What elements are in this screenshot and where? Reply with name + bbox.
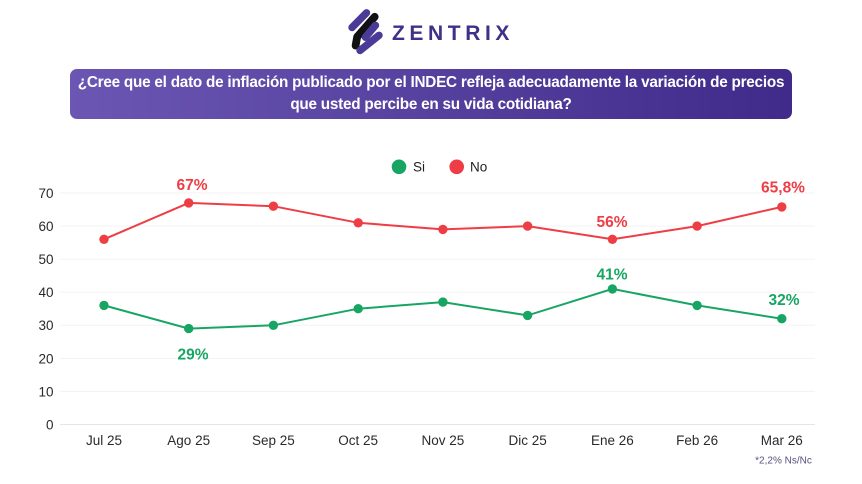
svg-text:32%: 32% (768, 292, 799, 309)
svg-text:50: 50 (38, 252, 53, 267)
svg-text:Ago 25: Ago 25 (167, 433, 210, 448)
svg-text:0: 0 (46, 417, 54, 432)
svg-text:Jul 25: Jul 25 (86, 433, 122, 448)
svg-text:Si: Si (413, 159, 425, 174)
svg-text:40: 40 (38, 285, 53, 300)
svg-text:30: 30 (38, 318, 53, 333)
svg-text:56%: 56% (596, 214, 627, 231)
svg-text:65,8%: 65,8% (761, 179, 805, 196)
svg-text:60: 60 (38, 219, 53, 234)
svg-text:20: 20 (38, 351, 53, 366)
svg-text:Nov 25: Nov 25 (422, 433, 465, 448)
svg-text:Oct 25: Oct 25 (338, 433, 378, 448)
svg-text:No: No (470, 159, 487, 174)
svg-text:Sep 25: Sep 25 (252, 433, 295, 448)
svg-text:10: 10 (38, 384, 53, 399)
svg-text:29%: 29% (177, 347, 208, 364)
svg-text:*2,2% Ns/Nc: *2,2% Ns/Nc (755, 455, 812, 466)
svg-text:Dic 25: Dic 25 (508, 433, 546, 448)
svg-text:Mar 26: Mar 26 (761, 433, 803, 448)
svg-text:70: 70 (38, 186, 53, 201)
svg-text:41%: 41% (596, 267, 627, 284)
svg-text:67%: 67% (176, 177, 207, 194)
svg-text:Feb 26: Feb 26 (676, 433, 718, 448)
svg-text:Ene 26: Ene 26 (591, 433, 634, 448)
